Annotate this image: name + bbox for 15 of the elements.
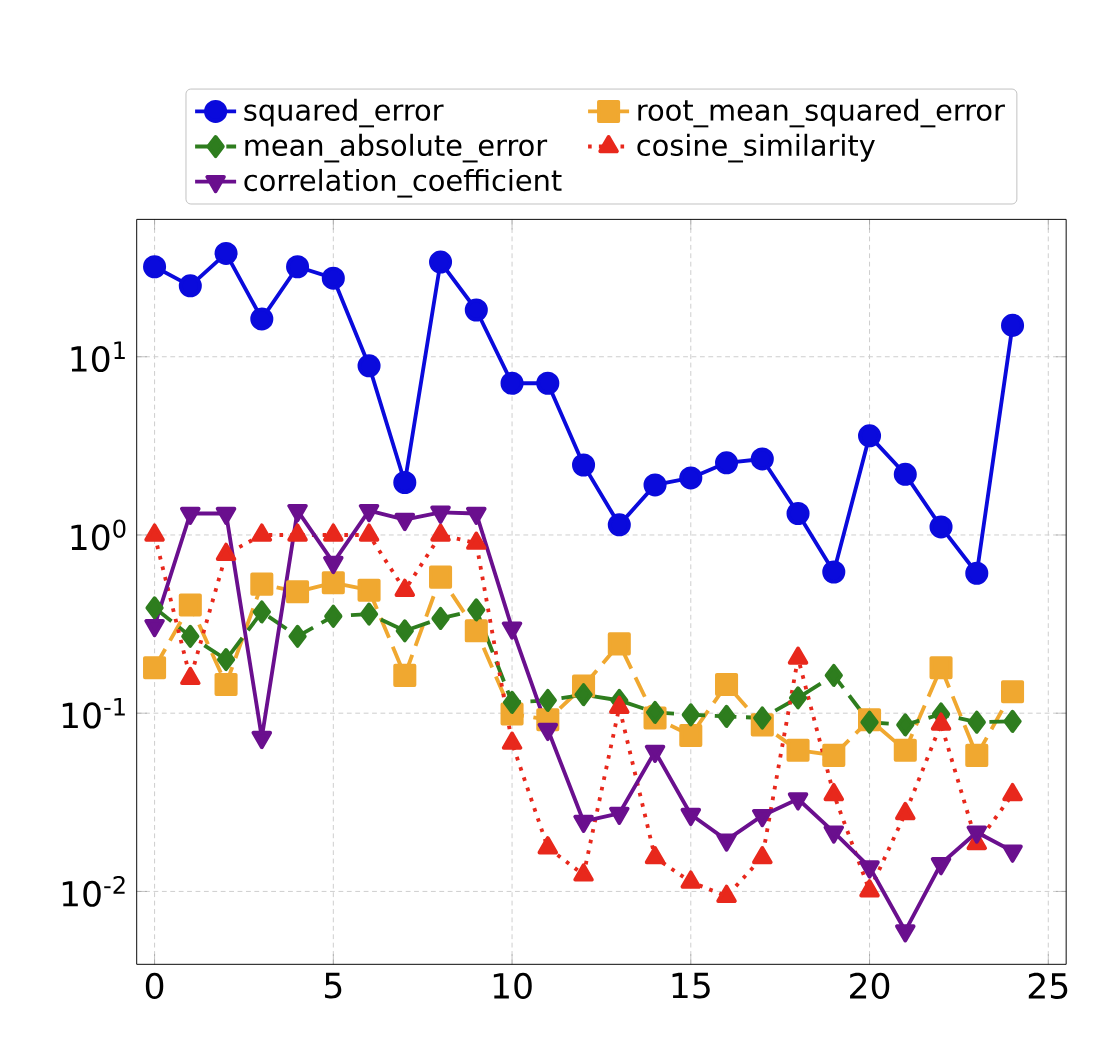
x-tick-label: 20: [850, 972, 890, 999]
legend-label: squared_error: [244, 98, 444, 128]
x-tick-label: 10: [493, 972, 532, 999]
legend-label: mean_absolute_error: [245, 133, 548, 163]
x-tick-label: 25: [1028, 972, 1068, 999]
x-tick-label: 5: [324, 972, 342, 999]
legend-label: root_mean_squared_error: [638, 98, 1005, 128]
y-tick-label: 10$^{-1}$: [62, 697, 125, 729]
legend-label: cosine_similarity: [637, 133, 875, 163]
y-tick-label: 10$^{0}$: [71, 519, 126, 551]
y-tick-label: 10$^{-2}$: [62, 875, 125, 907]
x-tick-label: 0: [145, 972, 164, 999]
y-tick-label: 10$^{1}$: [71, 341, 125, 372]
x-tick-label: 15: [672, 972, 710, 999]
legend-label: correlation_coefficient: [244, 168, 562, 198]
